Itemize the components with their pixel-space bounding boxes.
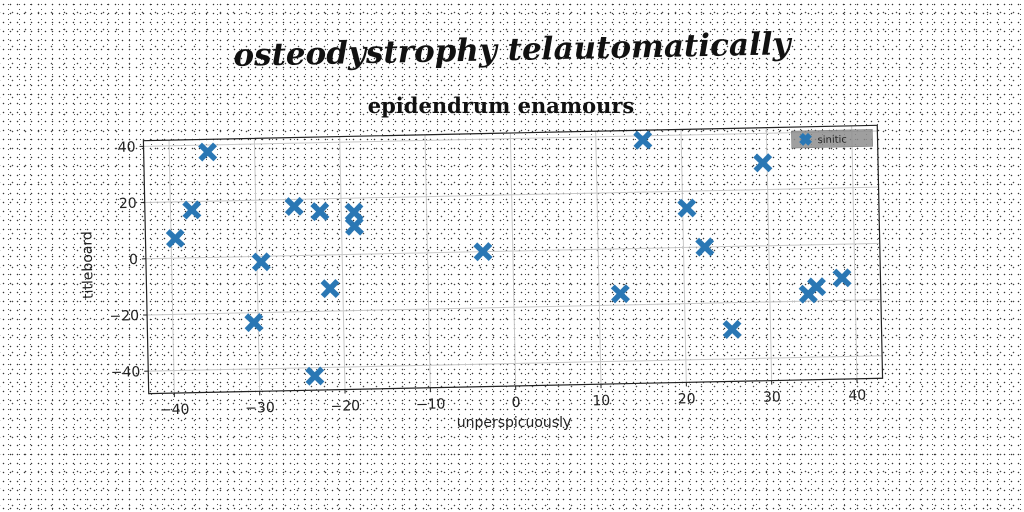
x-grid-line: [339, 136, 346, 390]
data-point: [753, 153, 773, 173]
y-grid-line: [147, 299, 881, 316]
data-point: [722, 319, 742, 339]
x-grid-line: [595, 131, 602, 385]
data-point: [165, 228, 185, 248]
y-tick-label: −20: [109, 308, 139, 325]
x-tick-label: −30: [245, 400, 275, 417]
x-tick-label: 20: [678, 391, 696, 407]
data-point: [807, 277, 827, 297]
legend: sinitic: [791, 129, 873, 149]
y-tick-label: 0: [129, 252, 138, 268]
x-grid-line: [424, 134, 431, 388]
y-tick-label: −40: [111, 364, 141, 381]
y-grid-line: [144, 186, 879, 204]
x-tick-label: −40: [160, 402, 190, 419]
data-point: [344, 216, 364, 236]
x-tick-label: −10: [416, 396, 446, 413]
y-tick-label: 40: [118, 139, 136, 155]
data-point: [610, 284, 630, 304]
data-point: [182, 200, 202, 220]
data-point: [251, 252, 271, 272]
y-tick-label: 20: [119, 196, 137, 212]
x-grid-line: [168, 140, 175, 394]
data-point: [244, 312, 264, 333]
x-grid-line: [851, 125, 858, 379]
data-point: [473, 242, 493, 262]
data-point: [305, 366, 325, 386]
data-point: [633, 130, 653, 150]
y-axis-label: titleboard: [79, 231, 96, 299]
x-tick-label: 40: [848, 388, 866, 404]
grid: [143, 125, 883, 394]
axis-ticks: −40 −30 −20 −10 0 10 20 30 40 −40 −20 0 20 40: [109, 139, 866, 419]
data-point: [320, 279, 340, 299]
x-tick-label: 0: [511, 395, 520, 411]
data-point: [695, 237, 715, 257]
x-axis-label: unperspicuously: [457, 415, 572, 431]
x-tick-label: 10: [592, 393, 610, 409]
chart-title: epidendrum enamours: [368, 93, 635, 118]
x-tick-label: −20: [330, 398, 360, 415]
y-grid-line: [148, 355, 883, 372]
data-marks: [165, 130, 852, 386]
x-grid-line: [680, 129, 687, 383]
y-grid-line: [143, 130, 878, 147]
plot-area: −40 −30 −20 −10 0 10 20 30 40 −40 −20 0 20 40 sinitic: [109, 124, 884, 419]
legend-x-icon: [799, 132, 813, 146]
x-tick-label: 30: [763, 389, 781, 405]
legend-label: sinitic: [817, 134, 847, 146]
data-point: [832, 268, 852, 288]
data-point: [677, 198, 697, 218]
data-point: [344, 202, 364, 222]
data-point: [198, 142, 218, 162]
data-point: [310, 201, 330, 222]
x-grid-line: [509, 132, 517, 386]
legend-box: [791, 129, 873, 149]
data-point: [284, 196, 304, 216]
legend-marker-icon: [799, 132, 813, 146]
